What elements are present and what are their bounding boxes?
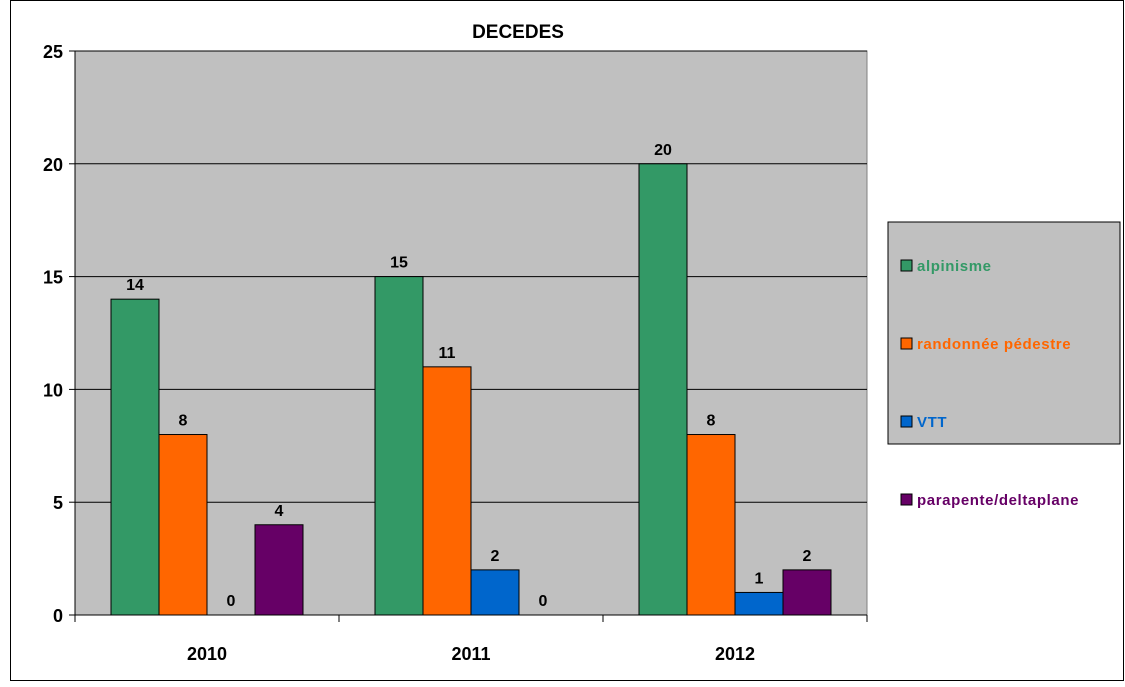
data-label: 0 [539, 593, 548, 610]
bar [782, 569, 832, 616]
y-tick-label: 10 [43, 380, 63, 400]
bar [158, 434, 208, 616]
x-tick-label: 2010 [187, 644, 227, 664]
legend-label: VTT [917, 414, 947, 431]
x-tick-label: 2012 [715, 644, 755, 664]
data-label: 14 [126, 277, 144, 294]
legend-label: parapente/deltaplane [917, 492, 1079, 509]
legend-box [887, 221, 1121, 445]
y-tick-label: 20 [43, 155, 63, 175]
x-tick-label: 2011 [451, 644, 490, 664]
data-label: 15 [390, 255, 408, 272]
data-label: 8 [707, 413, 716, 430]
bar [254, 524, 304, 616]
y-tick-label: 0 [53, 606, 63, 626]
bar [110, 298, 160, 616]
bar [422, 366, 472, 616]
y-tick-label: 5 [53, 493, 63, 513]
legend-swatch [900, 493, 913, 506]
data-label: 0 [227, 593, 236, 610]
data-label: 2 [803, 548, 812, 565]
y-tick-label: 25 [43, 42, 63, 62]
data-label: 2 [491, 548, 500, 565]
bar [734, 591, 784, 616]
bar [638, 163, 688, 616]
data-label: 20 [654, 142, 672, 159]
data-label: 4 [275, 503, 284, 520]
legend-swatch [900, 259, 913, 272]
bars [110, 163, 832, 616]
legend-swatch [900, 415, 913, 428]
legend: alpinisme randonnée pédestre VTT parapente/… [887, 221, 1121, 509]
legend-label: randonnée pédestre [917, 336, 1071, 353]
bar [470, 569, 520, 616]
legend-label: alpinisme [917, 258, 992, 275]
legend-swatch [900, 337, 913, 350]
y-tick-label: 15 [43, 268, 63, 288]
data-label: 11 [439, 345, 456, 362]
chart-title: DECEDES [472, 22, 564, 43]
data-label: 1 [755, 570, 764, 587]
data-label: 8 [179, 413, 188, 430]
bar [374, 276, 424, 616]
bar [686, 434, 736, 616]
